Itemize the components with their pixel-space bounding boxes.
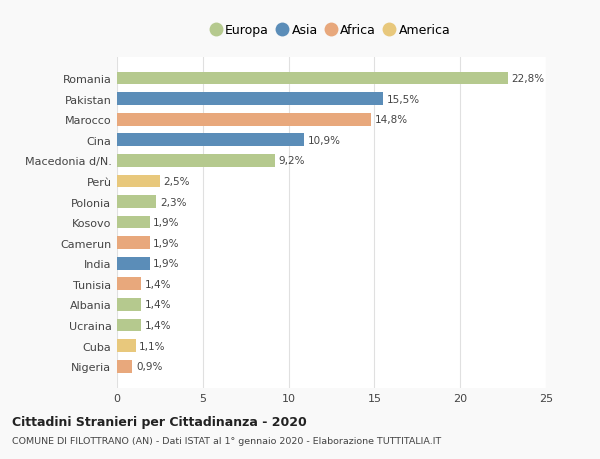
Text: 1,9%: 1,9%: [153, 238, 179, 248]
Bar: [117, 93, 383, 106]
Text: 1,4%: 1,4%: [145, 300, 171, 310]
Text: 2,3%: 2,3%: [160, 197, 187, 207]
Bar: [117, 278, 141, 291]
Bar: [117, 175, 160, 188]
Text: 15,5%: 15,5%: [386, 95, 419, 104]
Bar: [117, 216, 149, 229]
Bar: [117, 257, 149, 270]
Bar: [117, 340, 136, 353]
Text: 0,9%: 0,9%: [136, 362, 162, 371]
Text: 10,9%: 10,9%: [307, 135, 340, 146]
Text: COMUNE DI FILOTTRANO (AN) - Dati ISTAT al 1° gennaio 2020 - Elaborazione TUTTITA: COMUNE DI FILOTTRANO (AN) - Dati ISTAT a…: [12, 436, 441, 445]
Bar: [117, 319, 141, 332]
Bar: [117, 196, 157, 208]
Text: 2,5%: 2,5%: [163, 177, 190, 186]
Text: Cittadini Stranieri per Cittadinanza - 2020: Cittadini Stranieri per Cittadinanza - 2…: [12, 415, 307, 428]
Bar: [117, 73, 508, 85]
Text: 1,1%: 1,1%: [139, 341, 166, 351]
Bar: [117, 360, 133, 373]
Text: 1,4%: 1,4%: [145, 279, 171, 289]
Text: 1,9%: 1,9%: [153, 218, 179, 228]
Bar: [117, 237, 149, 250]
Text: 14,8%: 14,8%: [374, 115, 407, 125]
Text: 1,4%: 1,4%: [145, 320, 171, 330]
Bar: [117, 113, 371, 126]
Text: 1,9%: 1,9%: [153, 259, 179, 269]
Bar: [117, 298, 141, 311]
Text: 22,8%: 22,8%: [512, 74, 545, 84]
Text: 9,2%: 9,2%: [278, 156, 305, 166]
Legend: Europa, Asia, Africa, America: Europa, Asia, Africa, America: [209, 21, 454, 41]
Bar: [117, 155, 275, 168]
Bar: [117, 134, 304, 147]
